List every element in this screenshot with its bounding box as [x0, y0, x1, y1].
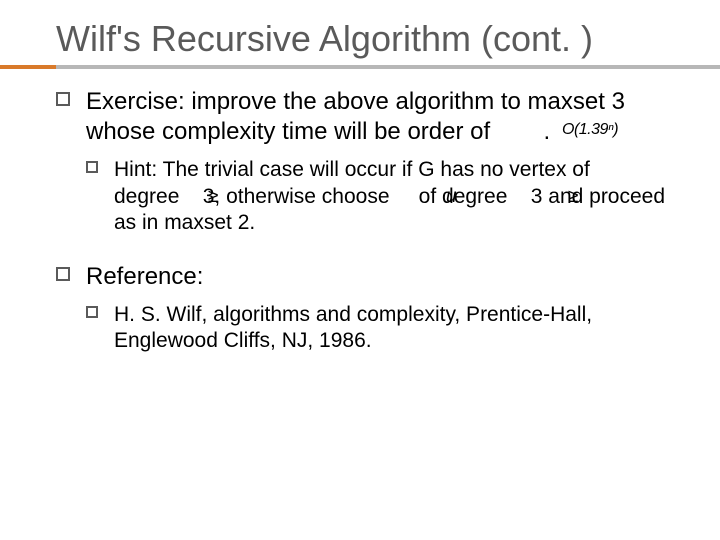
title-rule-accent	[0, 65, 56, 69]
ge-overlay-2: ≥	[568, 185, 578, 209]
title-rule-line	[56, 65, 720, 69]
square-bullet-icon	[86, 161, 98, 173]
square-bullet-icon	[56, 92, 70, 106]
slide: Wilf's Recursive Algorithm (cont. ) Exer…	[0, 0, 720, 540]
bullet-exercise: Exercise: improve the above algorithm to…	[56, 87, 680, 236]
exercise-text: Exercise: improve the above algorithm to…	[86, 88, 625, 145]
square-bullet-icon	[56, 267, 70, 281]
reference-citation: S. Wilf, algorithms and complexity, Pren…	[114, 303, 592, 352]
u-overlay: u	[446, 185, 456, 209]
complexity-overlay: O(1.39ⁿ)	[562, 120, 618, 140]
slide-title: Wilf's Recursive Algorithm (cont. )	[56, 18, 680, 59]
hint-text: The trivial case will occur if G has no …	[114, 158, 665, 234]
slide-body: Exercise: improve the above algorithm to…	[56, 87, 680, 354]
reference-prefix: H.	[114, 303, 135, 326]
title-rule	[0, 65, 720, 69]
ge-overlay-1: ≥	[208, 185, 218, 209]
hint-prefix: Hint:	[114, 158, 157, 181]
bullet-hint: Hint: The trivial case will occur if G h…	[86, 157, 680, 236]
reference-text: Reference:	[86, 263, 203, 290]
bullet-reference: Reference: H. S. Wilf, algorithms and co…	[56, 262, 680, 355]
square-bullet-icon	[86, 306, 98, 318]
bullet-reference-entry: H. S. Wilf, algorithms and complexity, P…	[86, 302, 680, 355]
